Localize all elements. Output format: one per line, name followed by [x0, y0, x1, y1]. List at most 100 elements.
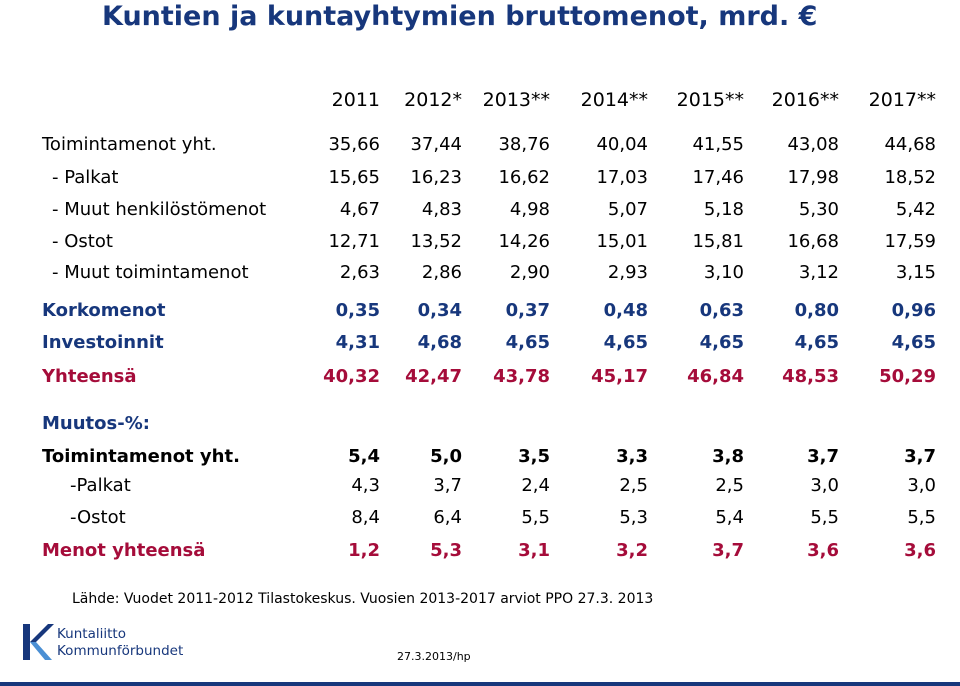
table-cell: 4,68: [417, 332, 462, 353]
table-cell: 3,10: [703, 262, 744, 283]
table-cell: 3,7: [433, 475, 462, 496]
table-cell: 3,7: [807, 446, 839, 467]
table-cell: 3,1: [518, 540, 550, 561]
muutos-row-toimintamenot: Toimintamenot yht. 5,4 5,0 3,5 3,3 3,8 3…: [0, 443, 960, 471]
table-cell: 38,76: [498, 134, 550, 155]
row-label: -Ostot: [70, 507, 126, 528]
table-cell: 43,78: [493, 366, 550, 387]
table-cell: 4,67: [339, 199, 380, 220]
table-cell: 2,4: [521, 475, 550, 496]
kuntaliitto-logo-icon: [23, 624, 54, 660]
table-cell: 45,17: [591, 366, 648, 387]
row-label: - Ostot: [52, 231, 113, 252]
table-cell: 41,55: [692, 134, 744, 155]
table-cell: 2,5: [715, 475, 744, 496]
muutos-row-ostot: -Ostot 8,4 6,4 5,5 5,3 5,4 5,5 5,5: [0, 504, 960, 532]
table-cell: 4,98: [509, 199, 550, 220]
row-label: - Palkat: [52, 167, 119, 188]
table-cell: 4,65: [699, 332, 744, 353]
year-header: 2011: [331, 89, 380, 111]
table-cell: 3,6: [807, 540, 839, 561]
table-cell: 15,81: [692, 231, 744, 252]
table-cell: 4,65: [891, 332, 936, 353]
table-row-ostot: - Ostot 12,71 13,52 14,26 15,01 15,81 16…: [0, 228, 960, 256]
table-cell: 3,12: [798, 262, 839, 283]
table-cell: 5,3: [430, 540, 462, 561]
table-cell: 3,0: [907, 475, 936, 496]
table-cell: 3,6: [904, 540, 936, 561]
table-cell: 0,37: [505, 300, 550, 321]
table-cell: 0,80: [794, 300, 839, 321]
table-cell: 5,18: [703, 199, 744, 220]
table-cell: 48,53: [782, 366, 839, 387]
source-note: Lähde: Vuodet 2011-2012 Tilastokeskus. V…: [72, 591, 654, 607]
row-label: Toimintamenot yht.: [42, 446, 240, 467]
table-cell: 40,04: [596, 134, 648, 155]
table-cell: 5,4: [348, 446, 380, 467]
table-row-toimintamenot: Toimintamenot yht. 35,66 37,44 38,76 40,…: [0, 131, 960, 159]
table-cell: 16,23: [410, 167, 462, 188]
table-cell: 4,65: [794, 332, 839, 353]
table-cell: 43,08: [787, 134, 839, 155]
table-cell: 5,0: [430, 446, 462, 467]
table-cell: 5,5: [521, 507, 550, 528]
table-cell: 5,42: [895, 199, 936, 220]
table-cell: 5,5: [907, 507, 936, 528]
kuntaliitto-logo: Kuntaliitto Kommunförbundet: [20, 622, 220, 668]
table-cell: 2,5: [619, 475, 648, 496]
table-cell: 3,8: [712, 446, 744, 467]
table-cell: 35,66: [328, 134, 380, 155]
table-row-muut-henkilostomenot: - Muut henkilöstömenot 4,67 4,83 4,98 5,…: [0, 196, 960, 224]
table-cell: 3,15: [895, 262, 936, 283]
table-cell: 15,65: [328, 167, 380, 188]
section-heading: Muutos-%:: [42, 413, 150, 434]
table-cell: 4,83: [421, 199, 462, 220]
table-cell: 4,65: [505, 332, 550, 353]
table-cell: 3,7: [904, 446, 936, 467]
table-row-korkomenot: Korkomenot 0,35 0,34 0,37 0,48 0,63 0,80…: [0, 297, 960, 325]
table-cell: 5,3: [619, 507, 648, 528]
muutos-row-palkat: -Palkat 4,3 3,7 2,4 2,5 2,5 3,0 3,0: [0, 472, 960, 500]
table-cell: 14,26: [498, 231, 550, 252]
table-cell: 4,65: [603, 332, 648, 353]
table-cell: 42,47: [405, 366, 462, 387]
row-label: Korkomenot: [42, 300, 166, 321]
table-cell: 5,4: [715, 507, 744, 528]
footer-date: 27.3.2013/hp: [397, 650, 471, 663]
year-header: 2017**: [868, 89, 936, 111]
row-label: Toimintamenot yht.: [42, 134, 217, 155]
table-row-investoinnit: Investoinnit 4,31 4,68 4,65 4,65 4,65 4,…: [0, 329, 960, 357]
table-cell: 3,7: [712, 540, 744, 561]
row-label: - Muut toimintamenot: [52, 262, 249, 283]
logo-line-1: Kuntaliitto: [57, 626, 126, 642]
table-cell: 5,07: [607, 199, 648, 220]
muutos-heading-row: Muutos-%:: [0, 410, 960, 438]
table-cell: 0,35: [335, 300, 380, 321]
row-label: - Muut henkilöstömenot: [52, 199, 267, 220]
table-row-muut-toimintamenot: - Muut toimintamenot 2,63 2,86 2,90 2,93…: [0, 259, 960, 287]
table-cell: 12,71: [328, 231, 380, 252]
year-header: 2016**: [771, 89, 839, 111]
table-cell: 5,5: [810, 507, 839, 528]
table-cell: 17,46: [692, 167, 744, 188]
year-header: 2015**: [676, 89, 744, 111]
year-header-row: 2011 2012* 2013** 2014** 2015** 2016** 2…: [0, 86, 960, 114]
table-cell: 2,86: [421, 262, 462, 283]
table-cell: 13,52: [410, 231, 462, 252]
table-cell: 17,03: [596, 167, 648, 188]
muutos-row-menot-yhteensa: Menot yhteensä 1,2 5,3 3,1 3,2 3,7 3,6 3…: [0, 537, 960, 565]
table-cell: 17,98: [787, 167, 839, 188]
table-cell: 6,4: [433, 507, 462, 528]
table-cell: 8,4: [351, 507, 380, 528]
row-label: Yhteensä: [42, 366, 137, 387]
page-title: Kuntien ja kuntayhtymien bruttomenot, mr…: [102, 1, 818, 32]
table-cell: 15,01: [596, 231, 648, 252]
table-cell: 2,90: [509, 262, 550, 283]
table-cell: 3,5: [518, 446, 550, 467]
table-cell: 3,2: [616, 540, 648, 561]
table-cell: 40,32: [323, 366, 380, 387]
table-cell: 4,31: [335, 332, 380, 353]
row-label: Menot yhteensä: [42, 540, 206, 561]
table-row-yhteensa: Yhteensä 40,32 42,47 43,78 45,17 46,84 4…: [0, 363, 960, 391]
year-header: 2013**: [482, 89, 550, 111]
